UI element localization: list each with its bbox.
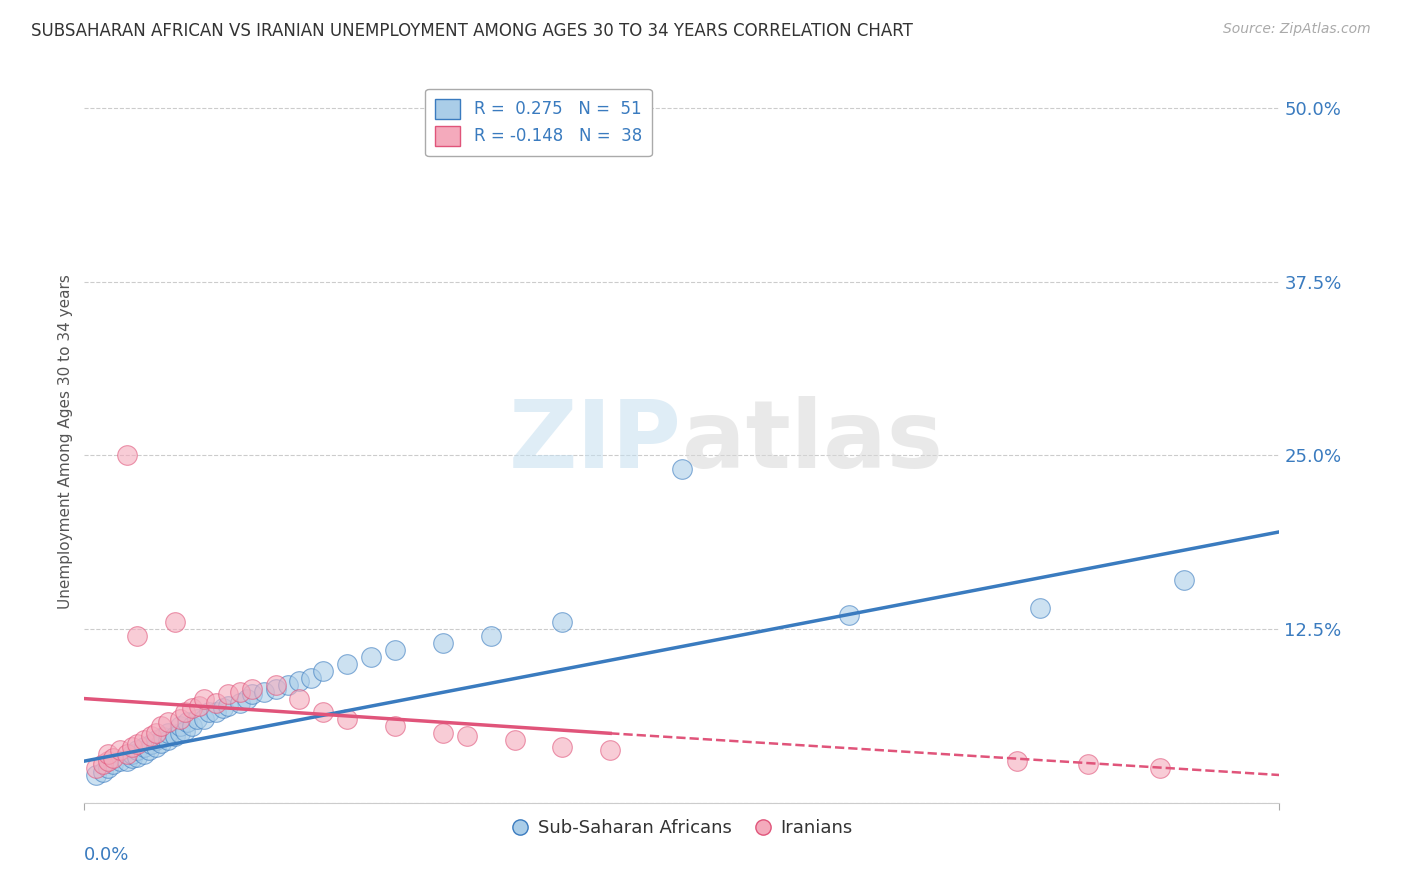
Point [145, 733, 167, 747]
Point [165, 729, 187, 743]
Point [551, 615, 574, 630]
Point [141, 729, 163, 743]
Point [169, 713, 191, 727]
Point [145, 740, 167, 755]
Point [181, 719, 204, 733]
Point [117, 449, 139, 463]
Point [312, 664, 335, 678]
Point [186, 713, 208, 727]
Point [432, 636, 454, 650]
Point [551, 740, 574, 755]
Point [1005, 754, 1028, 768]
Point [86, 768, 108, 782]
Point [149, 719, 172, 733]
Point [125, 750, 148, 764]
Point [110, 754, 132, 768]
Point [229, 696, 252, 710]
Point [97, 754, 120, 768]
Point [599, 743, 621, 757]
Legend: Sub-Saharan Africans, Iranians: Sub-Saharan Africans, Iranians [503, 812, 860, 845]
Point [264, 681, 287, 696]
Point [188, 698, 211, 713]
Point [121, 747, 143, 761]
Point [336, 713, 359, 727]
Point [205, 706, 228, 720]
Point [110, 743, 132, 757]
Point [93, 765, 115, 780]
Point [1173, 574, 1195, 588]
Point [360, 649, 382, 664]
Point [264, 678, 287, 692]
Point [152, 731, 174, 745]
Point [93, 756, 115, 771]
Point [217, 687, 239, 701]
Point [277, 678, 299, 692]
Point [336, 657, 359, 671]
Text: atlas: atlas [682, 395, 943, 488]
Point [117, 747, 139, 761]
Point [173, 706, 195, 720]
Point [240, 681, 263, 696]
Point [101, 751, 124, 765]
Point [132, 740, 156, 755]
Point [671, 462, 693, 476]
Point [217, 698, 239, 713]
Point [253, 684, 276, 698]
Point [125, 629, 148, 643]
Point [240, 687, 263, 701]
Point [176, 715, 198, 730]
Point [205, 696, 228, 710]
Point [157, 715, 180, 730]
Point [145, 726, 167, 740]
Point [1077, 756, 1099, 771]
Text: 0.0%: 0.0% [84, 847, 129, 864]
Point [1029, 601, 1052, 615]
Point [236, 691, 259, 706]
Point [384, 643, 406, 657]
Point [479, 629, 502, 643]
Point [181, 701, 204, 715]
Point [117, 754, 139, 768]
Point [301, 671, 323, 685]
Point [503, 733, 526, 747]
Point [288, 691, 311, 706]
Point [149, 736, 172, 750]
Point [197, 706, 219, 720]
Text: Source: ZipAtlas.com: Source: ZipAtlas.com [1223, 22, 1371, 37]
Point [157, 726, 180, 740]
Point [125, 738, 148, 752]
Text: SUBSAHARAN AFRICAN VS IRANIAN UNEMPLOYMENT AMONG AGES 30 TO 34 YEARS CORRELATION: SUBSAHARAN AFRICAN VS IRANIAN UNEMPLOYME… [31, 22, 912, 40]
Point [173, 723, 195, 738]
Point [1149, 761, 1171, 775]
Point [121, 740, 143, 755]
Text: ZIP: ZIP [509, 395, 682, 488]
Point [132, 747, 156, 761]
Point [169, 719, 191, 733]
Point [838, 608, 860, 623]
Point [157, 733, 180, 747]
Point [212, 701, 235, 715]
Point [97, 761, 120, 775]
Point [169, 726, 191, 740]
Point [121, 751, 143, 765]
Point [132, 733, 156, 747]
Point [165, 615, 187, 630]
Point [101, 756, 124, 771]
Point [141, 738, 163, 752]
Point [288, 673, 311, 688]
Point [138, 743, 160, 757]
Y-axis label: Unemployment Among Ages 30 to 34 years: Unemployment Among Ages 30 to 34 years [58, 274, 73, 609]
Point [432, 726, 454, 740]
Point [86, 761, 108, 775]
Point [384, 719, 406, 733]
Point [456, 729, 478, 743]
Point [125, 743, 148, 757]
Point [312, 706, 335, 720]
Point [97, 747, 120, 761]
Point [193, 713, 215, 727]
Point [229, 684, 252, 698]
Point [193, 691, 215, 706]
